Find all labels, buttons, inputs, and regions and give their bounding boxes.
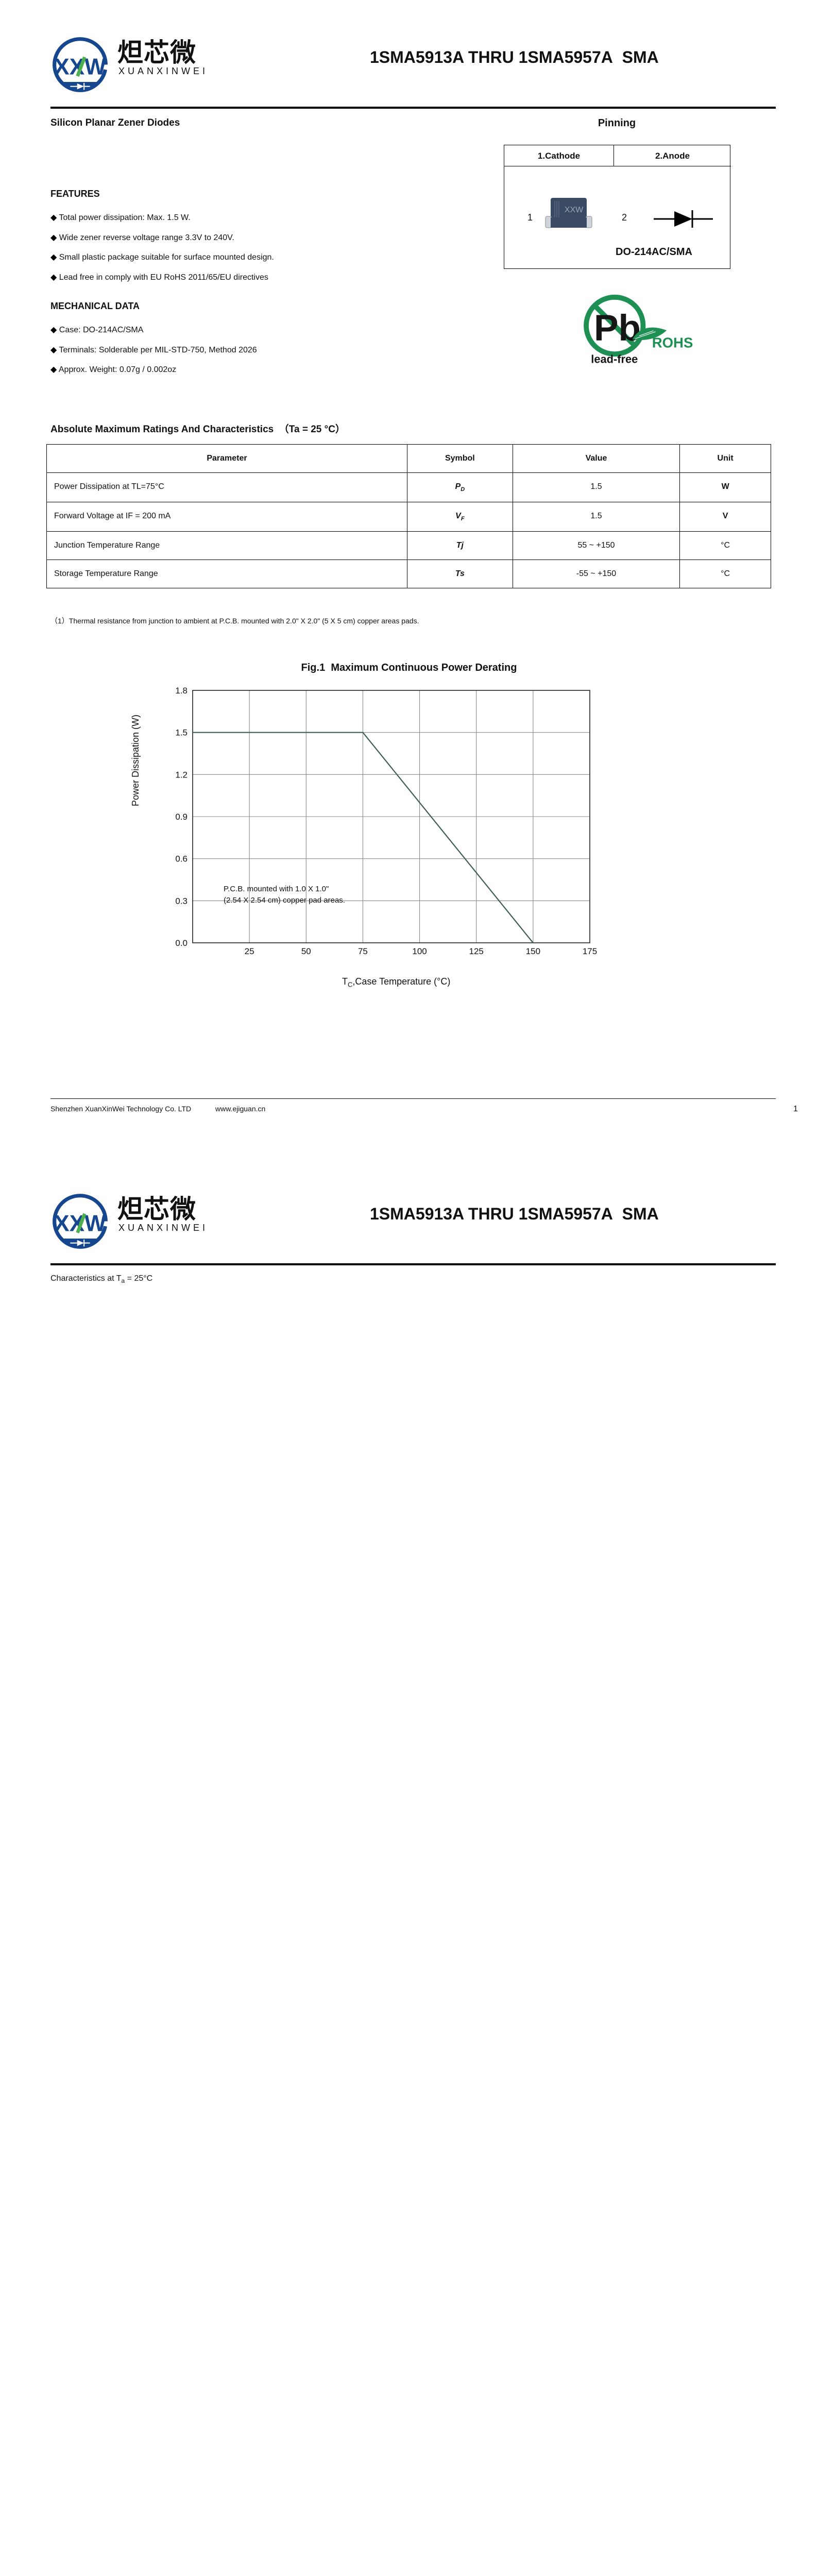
- svg-text:125: 125: [469, 946, 484, 956]
- svg-text:lead-free: lead-free: [591, 352, 638, 365]
- svg-text:175: 175: [583, 946, 597, 956]
- svg-text:P.C.B. mounted with 1.0 X 1.0": P.C.B. mounted with 1.0 X 1.0": [224, 885, 329, 893]
- svg-text:1.2: 1.2: [175, 770, 188, 779]
- svg-text:75: 75: [358, 946, 368, 956]
- svg-text:25: 25: [245, 946, 254, 956]
- svg-text:Power Dissipation (W): Power Dissipation (W): [130, 715, 141, 806]
- svg-text:150: 150: [526, 946, 540, 956]
- svg-text:ROHS: ROHS: [652, 335, 693, 351]
- svg-text:(2.54 X 2.54 cm) copper pad ar: (2.54 X 2.54 cm) copper pad areas.: [224, 896, 345, 905]
- svg-text:Pb: Pb: [594, 308, 641, 349]
- svg-text:XXW: XXW: [565, 206, 584, 214]
- svg-text:0.3: 0.3: [175, 896, 188, 906]
- svg-text:1.5: 1.5: [175, 728, 188, 738]
- svg-text:0.0: 0.0: [175, 938, 188, 948]
- svg-text:0.6: 0.6: [175, 854, 188, 864]
- svg-text:0.9: 0.9: [175, 812, 188, 822]
- svg-text:1.8: 1.8: [175, 686, 188, 696]
- svg-text:100: 100: [412, 946, 427, 956]
- svg-text:50: 50: [301, 946, 311, 956]
